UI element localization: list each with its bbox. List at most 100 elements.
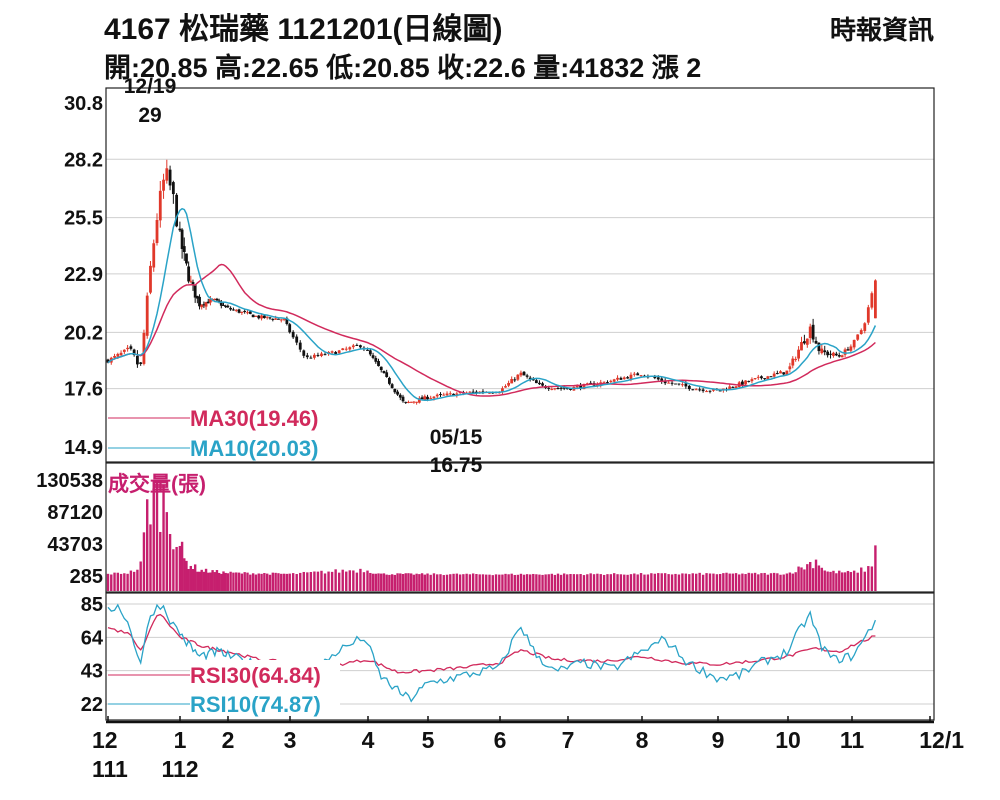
candle-body xyxy=(513,379,517,381)
candle-body xyxy=(448,393,452,395)
month-label: 9 xyxy=(712,727,725,753)
candle-body xyxy=(728,386,732,390)
year-label: 111 xyxy=(92,756,128,782)
volume-bar xyxy=(449,574,452,591)
price-tick-label: 22.9 xyxy=(64,264,103,286)
candle-body xyxy=(811,324,815,340)
candle-body xyxy=(698,389,702,391)
volume-bar xyxy=(202,571,206,591)
candle-body xyxy=(832,352,835,356)
volume-bar xyxy=(835,573,838,591)
candle-body xyxy=(407,401,410,403)
volume-bar xyxy=(377,573,380,591)
candle-body xyxy=(412,401,416,403)
volume-bar xyxy=(507,574,510,591)
volume-bar xyxy=(856,572,859,591)
candle-body xyxy=(423,396,427,400)
candle-body xyxy=(334,352,338,354)
candle-body xyxy=(684,383,688,387)
candle-body xyxy=(575,385,579,388)
volume-bar xyxy=(183,558,186,591)
volume-bar xyxy=(396,573,399,591)
candle-body xyxy=(731,387,735,389)
volume-bar xyxy=(193,564,197,591)
volume-bar xyxy=(330,571,334,591)
candle-body xyxy=(674,383,677,385)
volume-bar xyxy=(432,573,436,591)
volume-bar xyxy=(701,574,705,591)
volume-bar xyxy=(750,573,754,591)
candle-body xyxy=(538,382,541,385)
volume-bar xyxy=(337,572,341,591)
candle-body xyxy=(180,229,184,249)
candle-body xyxy=(232,309,235,311)
volume-bar xyxy=(860,567,863,591)
candle-body xyxy=(507,382,511,386)
volume-bar xyxy=(715,574,719,591)
candle-body xyxy=(565,388,569,390)
volume-bar xyxy=(592,574,596,591)
volume-bar xyxy=(420,573,424,591)
candle-body xyxy=(687,385,691,390)
volume-bar xyxy=(257,573,260,591)
volume-bar xyxy=(445,574,449,591)
rsi10-legend: RSI10(74.87) xyxy=(190,692,321,717)
chart-title: 4167 松瑞藥 1121201(日線圖) xyxy=(104,13,503,46)
candle-body xyxy=(874,280,877,319)
volume-bar xyxy=(609,574,613,591)
candle-body xyxy=(149,265,152,293)
volume-bar xyxy=(362,572,366,591)
volume-bar xyxy=(285,573,289,591)
candle-body xyxy=(122,349,126,352)
candle-body xyxy=(849,346,853,351)
candle-body xyxy=(348,347,352,350)
rsi-tick-label: 43 xyxy=(81,661,103,683)
month-label: 2 xyxy=(222,727,235,753)
volume-bar xyxy=(674,573,677,591)
candle-body xyxy=(189,280,193,282)
volume-tick-label: 87120 xyxy=(47,502,103,524)
volume-bar xyxy=(532,573,535,591)
volume-bar xyxy=(366,570,369,591)
candle-body xyxy=(602,381,606,383)
candle-body xyxy=(248,311,252,314)
candle-body xyxy=(198,296,201,307)
candle-body xyxy=(859,330,863,335)
volume-bar xyxy=(369,572,372,591)
candle-body xyxy=(316,354,320,356)
volume-bar xyxy=(136,569,139,591)
volume-bar xyxy=(288,573,291,591)
volume-bar xyxy=(371,573,375,591)
volume-bar xyxy=(327,571,330,591)
candle-body xyxy=(195,295,199,299)
candle-body xyxy=(219,302,223,306)
volume-bar xyxy=(224,572,227,591)
axis-labels: 30.8 28.2 25.5 22.9 20.2 17.6 14.9 130538 87120 4… xyxy=(36,75,964,782)
candle-body xyxy=(708,390,712,392)
volume-bar xyxy=(412,574,416,591)
candle-body xyxy=(510,379,514,384)
candle-body xyxy=(846,349,850,351)
candle-body xyxy=(426,396,429,400)
candle-body xyxy=(863,323,867,331)
volume-bar xyxy=(485,574,488,591)
candle-body xyxy=(396,391,399,395)
candle-body xyxy=(305,355,309,358)
volume-bar xyxy=(222,571,225,591)
candle-body xyxy=(262,315,266,319)
candle-body xyxy=(609,380,613,382)
candle-body xyxy=(152,243,156,268)
volume-bar xyxy=(306,572,309,591)
volume-bar xyxy=(832,570,835,591)
volume-bar xyxy=(612,573,616,591)
volume-bar xyxy=(811,568,815,591)
candle-body xyxy=(802,341,806,344)
volume-bar xyxy=(359,568,362,591)
candle-body xyxy=(753,378,757,380)
volume-bar xyxy=(572,574,576,591)
candle-body xyxy=(653,376,657,379)
volume-bar xyxy=(688,574,691,591)
volume-bars xyxy=(106,480,877,591)
volume-bar xyxy=(316,571,320,591)
volume-bar xyxy=(280,573,283,591)
